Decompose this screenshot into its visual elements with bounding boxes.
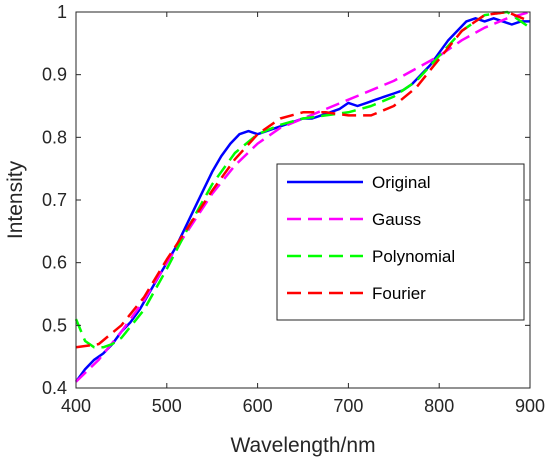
y-tick-label: 0.6 bbox=[42, 253, 67, 273]
legend-label-original: Original bbox=[372, 173, 431, 192]
y-tick-label: 0.8 bbox=[42, 127, 67, 147]
legend-label-polynomial: Polynomial bbox=[372, 247, 455, 266]
y-tick-label: 0.4 bbox=[42, 378, 67, 398]
x-tick-label: 800 bbox=[424, 396, 454, 416]
x-tick-label: 900 bbox=[515, 396, 545, 416]
x-axis-label: Wavelength/nm bbox=[230, 434, 375, 457]
legend-label-fourier: Fourier bbox=[372, 284, 426, 303]
y-tick-label: 0.7 bbox=[42, 190, 67, 210]
series-layer bbox=[74, 10, 531, 383]
y-tick-label: 0.9 bbox=[42, 65, 67, 85]
x-tick-label: 400 bbox=[61, 396, 91, 416]
y-tick-label: 0.5 bbox=[42, 315, 67, 335]
series-line-fourier bbox=[75, 10, 531, 349]
y-tick-label: 1 bbox=[57, 2, 67, 22]
x-tick-label: 700 bbox=[333, 396, 363, 416]
tick-layer: 400 500 600 700 800 900 0.4 0.5 0.6 0.7 0.8 0.9 1 bbox=[42, 2, 545, 416]
x-tick-label: 600 bbox=[243, 396, 273, 416]
series-line-polynomial bbox=[74, 10, 531, 349]
legend: Original Gauss Polynomial Fourier bbox=[276, 163, 525, 321]
y-axis-label: Intensity bbox=[4, 160, 27, 239]
legend-label-gauss: Gauss bbox=[372, 210, 421, 229]
x-tick-label: 500 bbox=[152, 396, 182, 416]
